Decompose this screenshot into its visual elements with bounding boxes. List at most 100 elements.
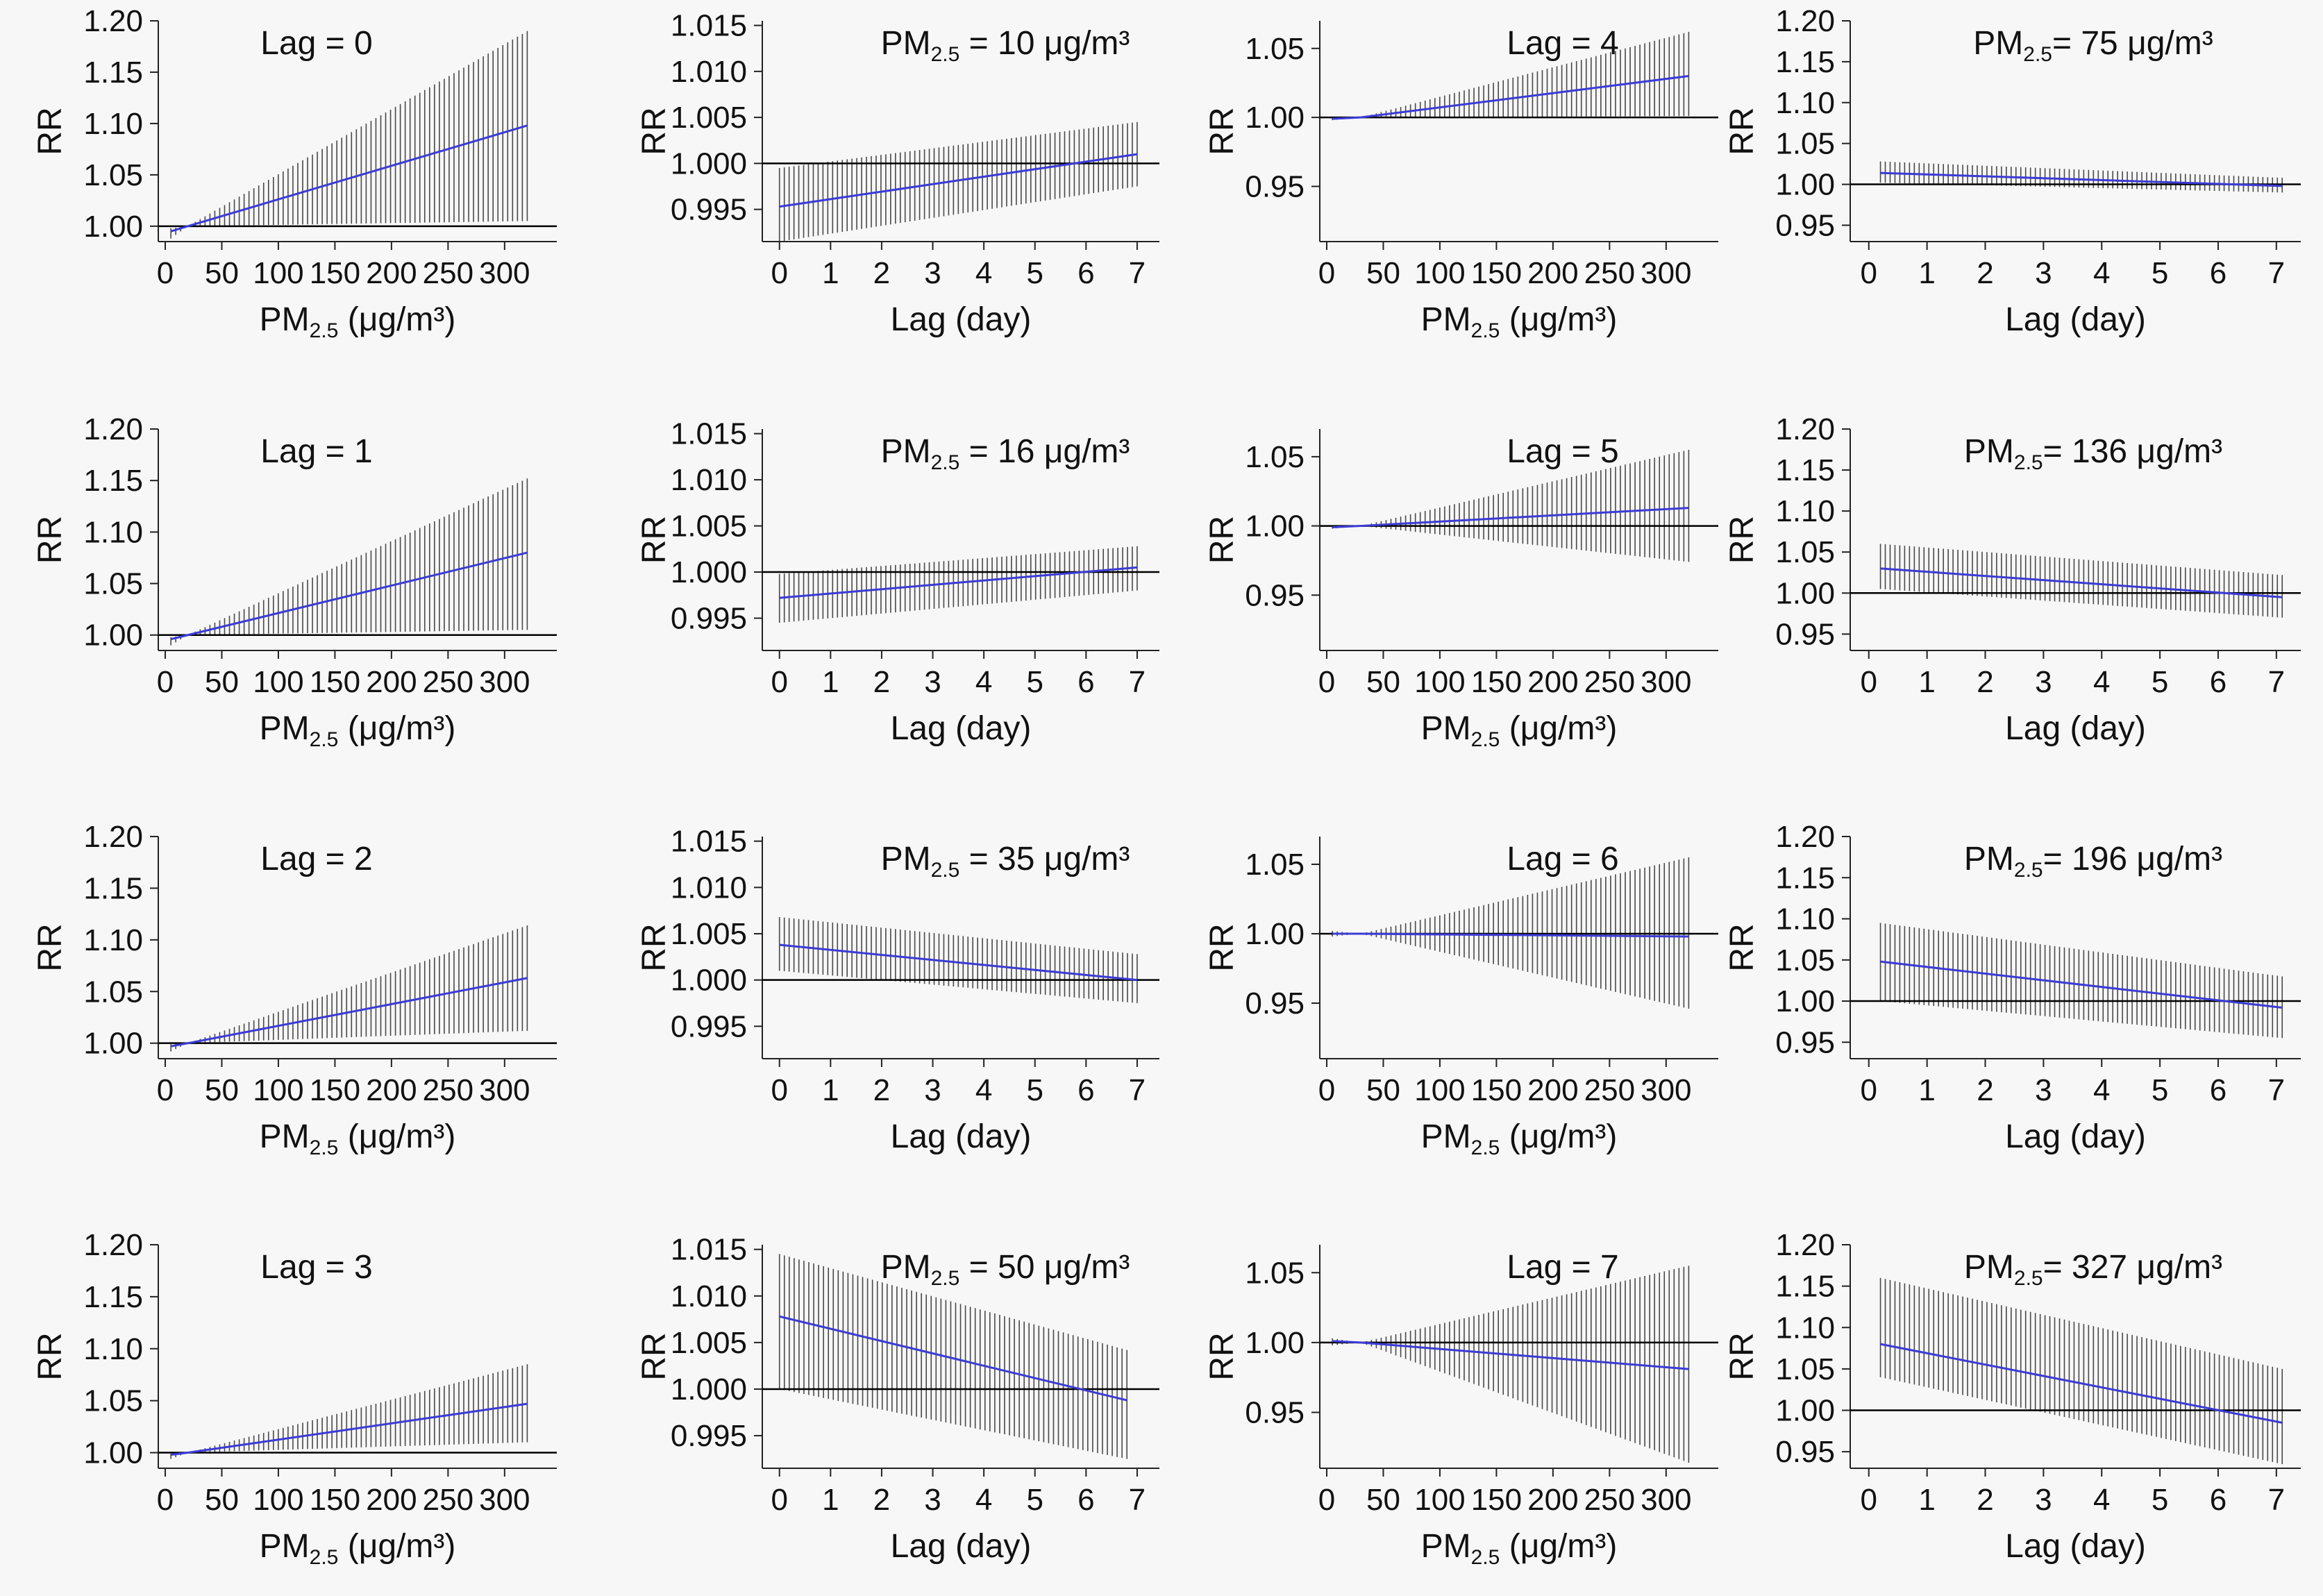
y-tick-label: 0.995 (671, 601, 747, 635)
x-tick-label: 7 (1129, 256, 1146, 290)
y-tick-label: 1.15 (1775, 1270, 1835, 1304)
y-tick-label: 1.015 (671, 825, 747, 859)
y-tick-label: 1.010 (671, 55, 747, 89)
ci-band (170, 31, 528, 239)
y-tick-label: 1.05 (83, 158, 143, 192)
ci-band (778, 917, 1138, 1003)
x-tick-label: 4 (975, 665, 992, 699)
ci-band (1332, 31, 1690, 121)
x-tick-label: 5 (1026, 1073, 1043, 1107)
estimate-line (170, 977, 528, 1048)
y-tick-label: 0.995 (671, 193, 747, 227)
x-tick-label: 4 (975, 256, 992, 290)
x-tick-label: 0 (1318, 1483, 1335, 1517)
x-axis-label: Lag (day) (2005, 1118, 2146, 1155)
y-tick-label: 1.15 (1775, 453, 1835, 487)
panel-title: PM2.5= 75 μg/m³ (1973, 25, 2213, 66)
y-tick-label: 1.00 (1245, 1326, 1305, 1360)
x-tick-label: 0 (1861, 256, 1877, 290)
x-tick-label: 200 (366, 1483, 417, 1517)
y-axis-label: RR (1204, 107, 1241, 155)
y-axis-label: RR (636, 1332, 673, 1380)
panel-7: 0.995 1.000 1.005 1.010 1.015 0 1 2 3 4 5 6 7 PM2.5 =… (636, 825, 1159, 1155)
y-tick-label: 1.015 (671, 417, 747, 451)
ci-band (1879, 161, 2283, 193)
panel-title: Lag = 7 (1507, 1249, 1618, 1286)
x-tick-label: 300 (1641, 1073, 1691, 1107)
estimate-line (1880, 1343, 2283, 1424)
x-tick-label: 3 (2035, 1483, 2052, 1517)
x-tick-label: 5 (2152, 1483, 2168, 1517)
y-tick-label: 1.10 (1775, 1311, 1835, 1345)
panel-16: 0.95 1.00 1.05 1.10 1.15 1.20 0 1 2 3 4 5 6 7 PM2.5= 3… (1724, 1228, 2301, 1565)
x-tick-label: 250 (423, 1483, 473, 1517)
x-tick-label: 0 (157, 1073, 174, 1107)
x-tick-label: 7 (1129, 1073, 1146, 1107)
x-tick-label: 1 (1918, 665, 1935, 699)
x-tick-label: 0 (771, 1483, 787, 1517)
x-tick-label: 0 (157, 665, 174, 699)
x-tick-label: 300 (1641, 665, 1691, 699)
x-tick-label: 3 (2035, 665, 2052, 699)
x-axis-label: Lag (day) (891, 1118, 1032, 1155)
x-tick-label: 250 (423, 256, 473, 290)
x-tick-label: 150 (1471, 665, 1522, 699)
x-tick-label: 150 (1471, 1073, 1522, 1107)
x-tick-label: 200 (366, 665, 417, 699)
x-tick-label: 6 (2210, 1073, 2226, 1107)
y-tick-label: 1.05 (83, 1384, 143, 1418)
x-tick-label: 50 (1366, 1483, 1400, 1517)
x-tick-label: 50 (205, 1073, 239, 1107)
x-tick-label: 1 (822, 1483, 839, 1517)
x-tick-label: 3 (924, 1483, 941, 1517)
estimate-line (779, 1315, 1127, 1402)
y-tick-label: 0.95 (1245, 986, 1305, 1020)
x-tick-label: 0 (771, 665, 787, 699)
x-tick-label: 0 (1861, 1483, 1877, 1517)
x-tick-label: 300 (479, 665, 530, 699)
panel-13: 0.95 1.00 1.05 1.10 1.15 1.20 0 1 2 3 4 5 6 7 PM2.5= 7… (1724, 4, 2301, 338)
x-tick-label: 300 (479, 1483, 530, 1517)
x-tick-label: 100 (1414, 1073, 1465, 1107)
estimate-line (779, 943, 1138, 982)
x-tick-label: 5 (2152, 256, 2168, 290)
panel-1: 1.00 1.05 1.10 1.15 1.20 0 50 100 150 200 250 300 La… (32, 4, 557, 342)
y-tick-label: 1.000 (671, 146, 747, 180)
x-axis-label: Lag (day) (2005, 301, 2146, 338)
y-tick-label: 1.15 (1775, 861, 1835, 895)
x-axis-label: PM2.5 (μg/m³) (1421, 1528, 1618, 1569)
y-tick-label: 0.95 (1775, 617, 1835, 651)
x-tick-label: 0 (1861, 1073, 1877, 1107)
estimate-line (170, 1402, 528, 1456)
panel-2: 1.00 1.05 1.10 1.15 1.20 0 50 100 150 200 250 300 La… (32, 412, 557, 751)
x-tick-label: 7 (2268, 1483, 2285, 1517)
estimate-line (1332, 1340, 1689, 1370)
panel-6: 0.995 1.000 1.005 1.010 1.015 0 1 2 3 4 5 6 7 PM2.5 =… (636, 417, 1159, 747)
x-tick-label: 250 (1584, 665, 1635, 699)
y-tick-label: 0.95 (1775, 1025, 1835, 1059)
x-axis-label: PM2.5 (μg/m³) (260, 1118, 456, 1159)
y-tick-label: 1.005 (671, 510, 747, 544)
y-tick-label: 1.005 (671, 101, 747, 135)
panel-title: Lag = 5 (1507, 433, 1618, 470)
estimate-line (779, 153, 1138, 208)
x-tick-label: 250 (1584, 1073, 1635, 1107)
y-axis-label: RR (32, 516, 69, 564)
y-tick-label: 1.010 (671, 1279, 747, 1313)
y-tick-label: 1.15 (83, 464, 143, 498)
y-tick-label: 1.20 (83, 820, 143, 854)
x-tick-label: 100 (253, 1073, 303, 1107)
y-tick-label: 1.15 (83, 56, 143, 90)
x-tick-label: 2 (873, 256, 890, 290)
x-tick-label: 2 (1977, 256, 1993, 290)
x-tick-label: 100 (253, 1483, 303, 1517)
y-tick-label: 1.15 (83, 871, 143, 905)
x-tick-label: 6 (2210, 256, 2226, 290)
panel-15: 0.95 1.00 1.05 1.10 1.15 1.20 0 1 2 3 4 5 6 7 PM2.5= 1… (1724, 820, 2301, 1155)
x-axis-label: Lag (day) (891, 710, 1032, 747)
panel-title: PM2.5= 327 μg/m³ (1964, 1249, 2222, 1290)
x-tick-label: 4 (2093, 1483, 2110, 1517)
y-axis-label: RR (1724, 1332, 1761, 1380)
y-axis-label: RR (1204, 516, 1241, 564)
x-tick-label: 0 (771, 1073, 787, 1107)
